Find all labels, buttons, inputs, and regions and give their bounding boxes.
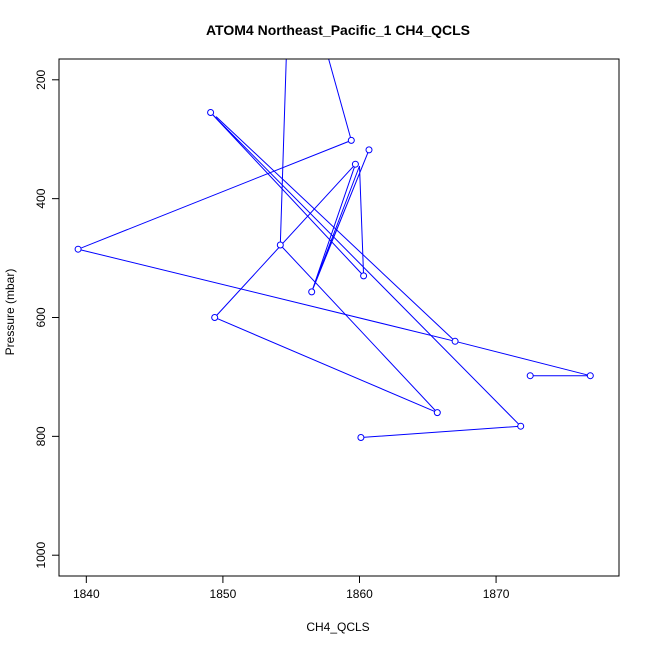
y-axis-label: Pressure (mbar) bbox=[3, 269, 17, 356]
x-tick-label: 1850 bbox=[210, 587, 237, 601]
data-point bbox=[211, 314, 219, 321]
data-point bbox=[276, 241, 284, 249]
y-tick-label: 200 bbox=[34, 69, 48, 89]
y-tick-label: 1000 bbox=[34, 542, 48, 569]
data-point bbox=[517, 422, 525, 430]
x-tick-label: 1840 bbox=[73, 587, 100, 601]
data-point bbox=[526, 372, 534, 380]
data-point bbox=[74, 245, 82, 253]
series-line-3 bbox=[215, 116, 456, 342]
data-point bbox=[347, 136, 355, 144]
x-tick-label: 1870 bbox=[483, 587, 510, 601]
data-point bbox=[365, 146, 373, 154]
x-tick-label: 1860 bbox=[346, 587, 373, 601]
data-point bbox=[308, 288, 316, 296]
chart-title: ATOM4 Northeast_Pacific_1 CH4_QCLS bbox=[206, 22, 470, 38]
data-point bbox=[357, 434, 365, 441]
y-axis: 200 400 600 800 1000 bbox=[34, 69, 60, 569]
y-tick-label: 600 bbox=[34, 307, 48, 327]
data-point bbox=[433, 409, 441, 417]
data-point bbox=[351, 160, 359, 168]
data-point bbox=[586, 372, 594, 380]
y-tick-label: 800 bbox=[34, 426, 48, 446]
marker-layer bbox=[74, 109, 594, 441]
data-point bbox=[207, 109, 215, 116]
y-tick-label: 400 bbox=[34, 188, 48, 208]
data-point bbox=[360, 272, 368, 280]
x-axis-label: CH4_QCLS bbox=[306, 620, 369, 634]
data-point bbox=[451, 337, 459, 345]
series-line-2 bbox=[76, 59, 591, 377]
x-axis: 1840 1850 1860 1870 bbox=[73, 575, 510, 601]
